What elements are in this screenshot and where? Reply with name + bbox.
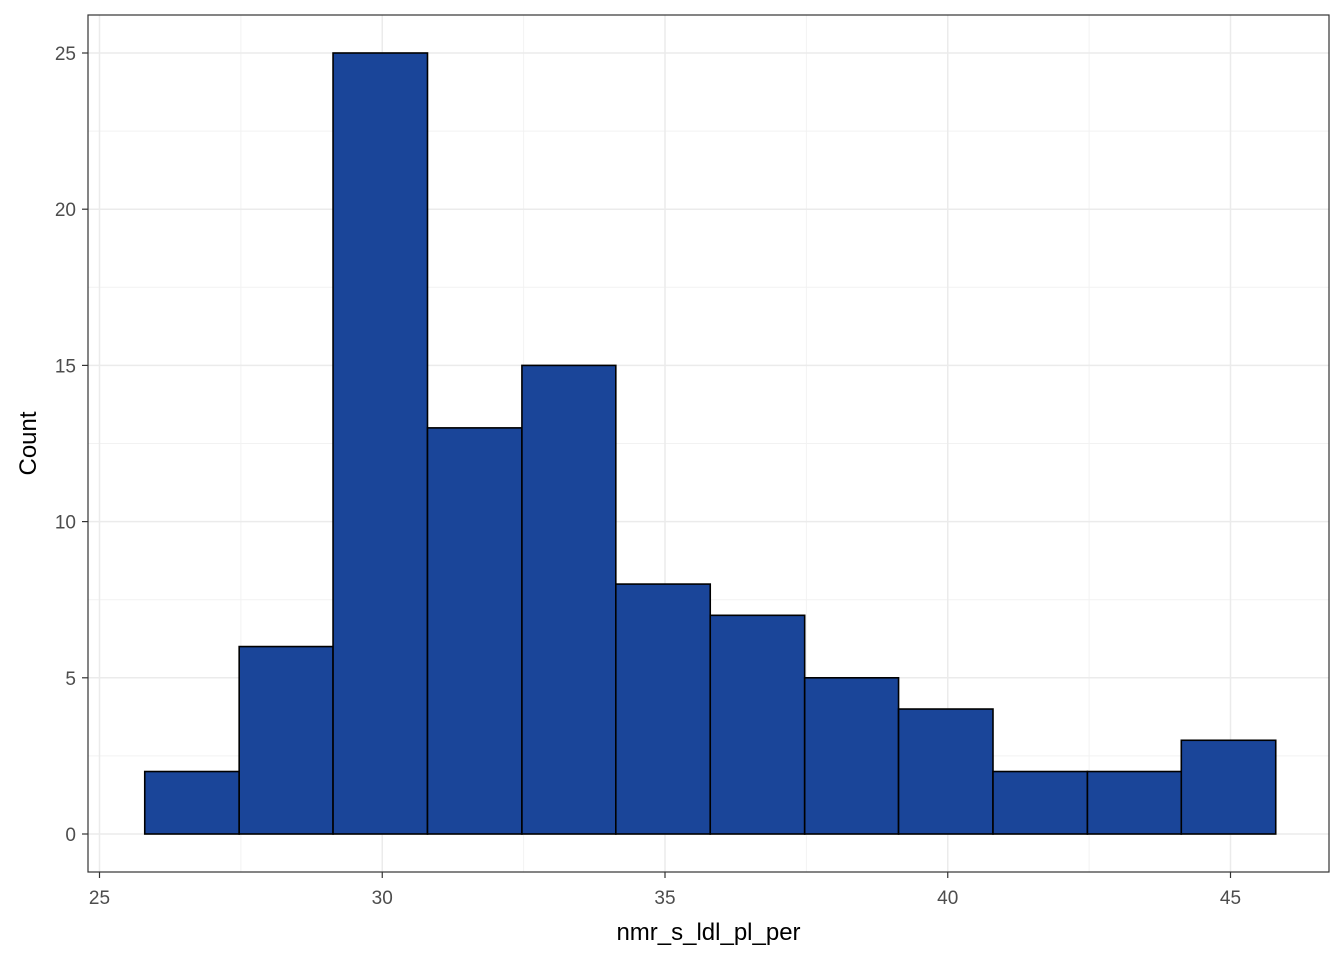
histogram-bar bbox=[615, 583, 712, 835]
y-tick-label: 20 bbox=[55, 200, 76, 221]
plot-panel-border bbox=[87, 14, 1330, 873]
histogram-bar bbox=[426, 427, 523, 835]
histogram-bar bbox=[1180, 739, 1277, 835]
y-tick-label: 5 bbox=[65, 669, 76, 690]
histogram-bar bbox=[803, 676, 900, 835]
x-tick-label: 35 bbox=[654, 888, 675, 909]
x-tick-label: 25 bbox=[89, 888, 110, 909]
x-axis-title: nmr_s_ldl_pl_per bbox=[616, 919, 800, 946]
histogram-bar bbox=[897, 708, 994, 835]
y-tick-label: 15 bbox=[55, 356, 76, 377]
histogram-bar bbox=[521, 364, 617, 835]
y-axis: 0 5 10 15 20 25 bbox=[55, 44, 88, 846]
histogram-bar bbox=[332, 52, 429, 835]
histogram-bars bbox=[143, 52, 1277, 835]
histogram-bar bbox=[1086, 770, 1183, 835]
y-tick-label: 0 bbox=[65, 825, 76, 846]
histogram-bar bbox=[709, 614, 806, 835]
x-tick-label: 40 bbox=[937, 888, 958, 909]
y-tick-label: 25 bbox=[55, 44, 76, 65]
histogram-bar bbox=[238, 645, 334, 835]
histogram-bar bbox=[992, 770, 1089, 835]
histogram-bar bbox=[143, 770, 240, 835]
y-tick-label: 10 bbox=[55, 513, 76, 534]
x-tick-label: 45 bbox=[1220, 888, 1241, 909]
x-tick-label: 30 bbox=[372, 888, 393, 909]
x-axis: 25 30 35 40 45 bbox=[89, 872, 1241, 909]
y-axis-title: Count bbox=[15, 411, 42, 475]
